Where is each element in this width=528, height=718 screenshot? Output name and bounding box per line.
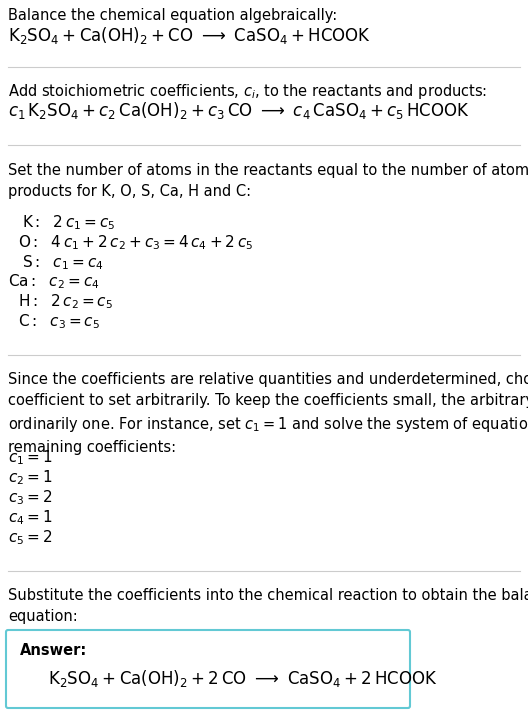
Text: $c_1\,\mathrm{K_2SO_4} + c_2\,\mathrm{Ca(OH)_2} + c_3\,\mathrm{CO\ \longrightarr: $c_1\,\mathrm{K_2SO_4} + c_2\,\mathrm{Ca… (8, 100, 470, 121)
Text: $\mathrm{S:}\ \ c_1 = c_4$: $\mathrm{S:}\ \ c_1 = c_4$ (22, 253, 103, 271)
Text: $c_5 = 2$: $c_5 = 2$ (8, 528, 52, 546)
Text: Answer:: Answer: (20, 643, 87, 658)
Text: $\mathrm{C:}\ \ c_3 = c_5$: $\mathrm{C:}\ \ c_3 = c_5$ (18, 312, 100, 331)
Text: $\mathrm{K:}\ \ 2\,c_1 = c_5$: $\mathrm{K:}\ \ 2\,c_1 = c_5$ (22, 213, 116, 232)
Text: $c_3 = 2$: $c_3 = 2$ (8, 488, 52, 507)
Text: Since the coefficients are relative quantities and underdetermined, choose a
coe: Since the coefficients are relative quan… (8, 372, 528, 455)
Text: Balance the chemical equation algebraically:: Balance the chemical equation algebraica… (8, 8, 337, 23)
Text: $c_2 = 1$: $c_2 = 1$ (8, 468, 53, 487)
Text: $\mathrm{O:}\ \ 4\,c_1 + 2\,c_2 + c_3 = 4\,c_4 + 2\,c_5$: $\mathrm{O:}\ \ 4\,c_1 + 2\,c_2 + c_3 = … (18, 233, 253, 252)
Text: Add stoichiometric coefficients, $c_i$, to the reactants and products:: Add stoichiometric coefficients, $c_i$, … (8, 82, 487, 101)
Text: $c_1 = 1$: $c_1 = 1$ (8, 448, 53, 467)
Text: Substitute the coefficients into the chemical reaction to obtain the balanced
eq: Substitute the coefficients into the che… (8, 588, 528, 624)
Text: Set the number of atoms in the reactants equal to the number of atoms in the
pro: Set the number of atoms in the reactants… (8, 163, 528, 199)
Text: $c_4 = 1$: $c_4 = 1$ (8, 508, 53, 527)
Text: $\mathrm{K_2SO_4 + Ca(OH)_2 + 2\,CO\ \longrightarrow\ CaSO_4 + 2\,HCOOK}$: $\mathrm{K_2SO_4 + Ca(OH)_2 + 2\,CO\ \lo… (48, 668, 438, 689)
Text: $\mathrm{H:}\ \ 2\,c_2 = c_5$: $\mathrm{H:}\ \ 2\,c_2 = c_5$ (18, 292, 113, 311)
FancyBboxPatch shape (6, 630, 410, 708)
Text: $\mathrm{Ca:}\ \ c_2 = c_4$: $\mathrm{Ca:}\ \ c_2 = c_4$ (8, 272, 100, 291)
Text: $\mathrm{K_2SO_4 + Ca(OH)_2 + CO\ \longrightarrow\ CaSO_4 + HCOOK}$: $\mathrm{K_2SO_4 + Ca(OH)_2 + CO\ \longr… (8, 25, 371, 46)
